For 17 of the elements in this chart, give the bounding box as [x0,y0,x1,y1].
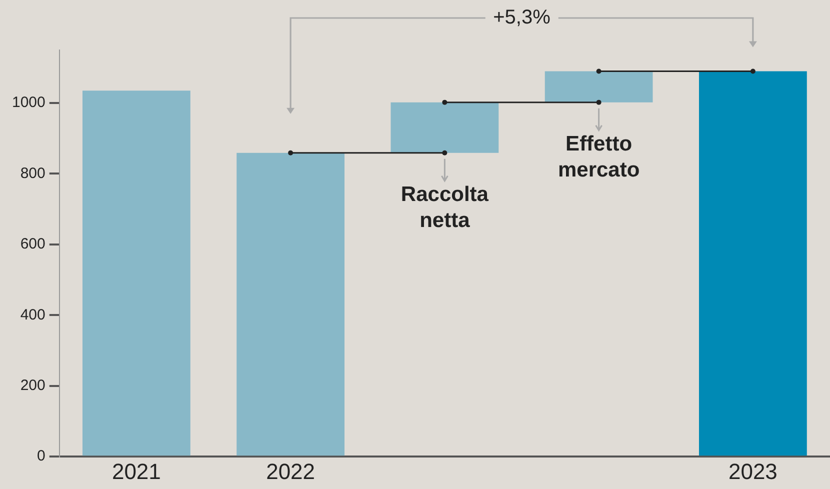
x-tick-label: Raccolta netta [400,183,489,232]
bar [82,90,190,456]
y-tick-label: 800 [20,164,46,182]
bar [390,102,499,153]
y-tick-label: 0 [37,448,46,465]
x-tick-label: Effetto mercato [558,132,640,182]
bar [698,71,807,456]
bar [236,152,345,456]
text: +5,3% [485,6,558,30]
x-tick-label: 2021 [112,458,161,484]
y-tick-label: 400 [20,306,46,324]
y-tick-label: 1000 [12,94,46,112]
x-tick-label: 2023 [728,458,778,484]
y-tick-label: 200 [20,377,46,394]
y-tick-label: 600 [20,236,46,253]
x-tick-label: 2022 [266,458,316,484]
bar [544,71,653,102]
